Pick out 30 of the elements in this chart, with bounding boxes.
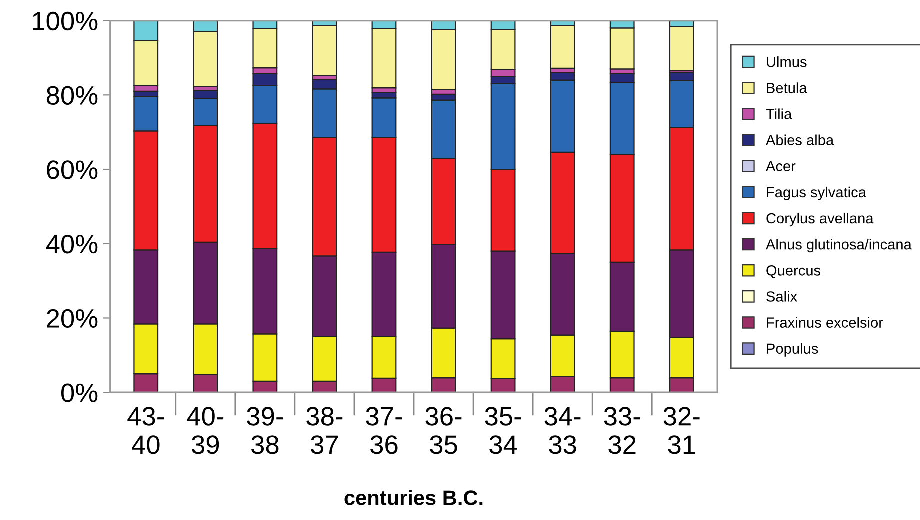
x-axis-title: centuries B.C. (344, 490, 483, 506)
x-tick-label: 35- 34 (485, 407, 522, 454)
legend-label: Tilia (766, 108, 792, 120)
legend-label: Quercus (766, 265, 821, 278)
x-tick-label: 34- 33 (544, 407, 581, 454)
y-tick-label: 0% (61, 384, 98, 402)
y-tick-label: 60% (47, 160, 98, 180)
legend-label: Betula (767, 82, 808, 94)
legend-label: Fagus sylvatica (767, 186, 866, 200)
legend-label: Abies alba (766, 134, 834, 146)
legend-label: Corylus avellana (766, 212, 874, 227)
x-tick-label: 36- 35 (426, 407, 462, 454)
x-tick-label: 43- 40 (128, 407, 164, 454)
legend-label: Ulmus (767, 56, 807, 68)
bar (312, 25, 338, 76)
x-tick-label: 37- 36 (366, 407, 402, 454)
y-tick-label: 100% (33, 12, 98, 31)
y-tick-label: 40% (46, 235, 98, 254)
legend-label: Salix (766, 291, 798, 302)
y-tick-label: 80% (46, 86, 98, 105)
legend-label: Fraxinus excelsior (767, 317, 884, 328)
x-tick-label: 32- 31 (664, 407, 700, 454)
y-tick-label: 20% (47, 309, 98, 328)
legend-label: Alnus glutinosa/incana (766, 239, 912, 253)
x-tick-label: 33- 32 (604, 407, 640, 454)
x-tick-label: 38- 37 (306, 407, 343, 454)
legend-label: Acer (766, 161, 796, 172)
x-tick-label: 39- 38 (247, 407, 284, 454)
x-tick-label: 40- 39 (187, 407, 224, 454)
legend-label: Populus (767, 343, 818, 357)
